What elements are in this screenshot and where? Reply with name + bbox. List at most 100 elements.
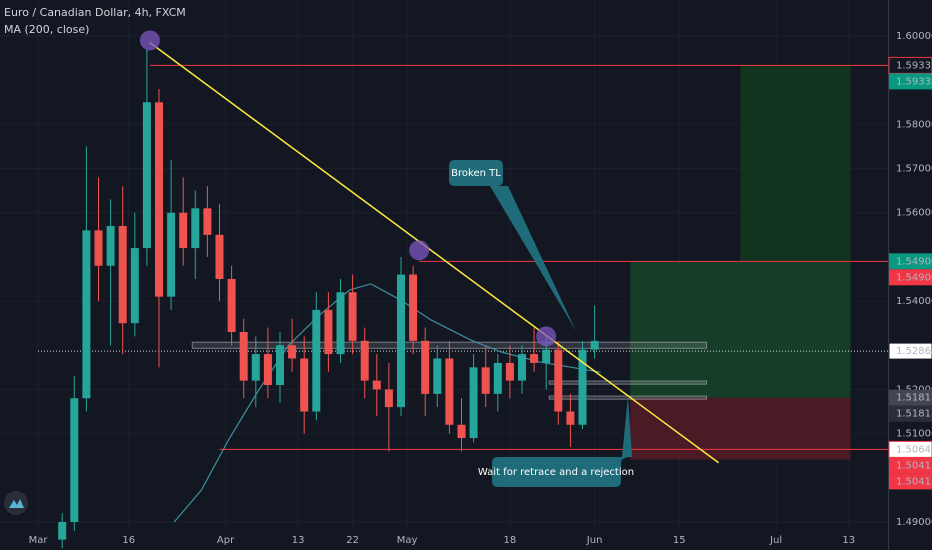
position-box — [630, 397, 851, 460]
callout-shape — [449, 160, 576, 331]
candle-body — [227, 278, 236, 333]
candle-body — [215, 234, 224, 279]
candle-body — [276, 345, 284, 386]
highlight — [409, 240, 430, 261]
candle-body — [518, 354, 526, 381]
chart-title: Euro / Canadian Dollar, 4h, FXCM — [4, 6, 186, 19]
y-tick-label: 1.51000 — [896, 429, 932, 440]
candle-body — [70, 398, 79, 522]
candle-body — [457, 424, 466, 439]
highlight — [536, 326, 557, 347]
candle-body — [372, 380, 381, 390]
x-tick-label: 22 — [346, 535, 359, 546]
x-tick-label: Mar — [29, 535, 49, 546]
logo-circle — [4, 491, 28, 515]
price-tag — [889, 73, 932, 90]
x-tick-label: 15 — [673, 535, 686, 546]
trendline — [149, 42, 720, 464]
price-tag-label: 1.52868 — [896, 346, 932, 357]
candle-body — [94, 230, 103, 266]
position-box — [630, 261, 851, 398]
candle-body — [191, 208, 200, 249]
x-tick-label: Jun — [586, 535, 603, 546]
candle-body — [312, 309, 321, 412]
candle-body — [106, 225, 115, 266]
highlight — [139, 30, 160, 51]
x-tick-label: 16 — [122, 535, 135, 546]
candle-body — [251, 354, 260, 381]
candle-body — [445, 358, 454, 425]
zone — [548, 380, 708, 385]
callout: Broken TL — [449, 160, 576, 331]
y-tick-label: 1.57000 — [896, 164, 932, 175]
price-tag — [889, 405, 932, 422]
candle-body — [360, 340, 369, 381]
price-tag-label: 1.51813 — [896, 409, 932, 420]
candle-body — [397, 274, 405, 408]
plot-area — [38, 30, 888, 549]
price-tag — [889, 389, 932, 406]
candle-body — [554, 349, 563, 412]
candle-body — [142, 102, 151, 249]
callout: Wait for retrace and a rejection — [478, 396, 634, 487]
price-tag — [889, 269, 932, 286]
candle-body — [530, 354, 539, 363]
candle-body — [179, 212, 188, 249]
price-tag-label: 1.50413 — [896, 476, 932, 487]
candle-body — [58, 521, 67, 540]
price-tag-label: 1.50413 — [896, 460, 932, 471]
x-tick-label: Jul — [769, 535, 782, 546]
candle-body — [578, 349, 587, 425]
y-tick-label: 1.56000 — [896, 208, 932, 219]
y-tick-label: 1.49000 — [896, 517, 932, 528]
candle-body — [505, 362, 514, 381]
candle-body — [384, 389, 393, 408]
y-tick-label: 1.58000 — [896, 119, 932, 130]
candle-body — [421, 340, 430, 394]
price-tag-label: 1.59335 — [896, 76, 932, 87]
candle-body — [348, 292, 357, 341]
moving-average — [173, 283, 601, 523]
candle-body — [590, 340, 599, 350]
candle-body — [493, 362, 502, 394]
candle-body — [336, 292, 345, 355]
position-box — [740, 65, 851, 262]
x-tick-label: Apr — [217, 535, 235, 546]
callout-text: Broken TL — [451, 168, 501, 179]
callout-text: Wait for retrace and a rejection — [478, 467, 634, 478]
candle-body — [481, 367, 490, 394]
x-tick-label: 13 — [842, 535, 855, 546]
price-tag-label: 1.50643 — [896, 444, 932, 455]
candle-body — [288, 345, 297, 359]
candle-body — [542, 349, 551, 363]
price-tag — [889, 457, 932, 474]
x-tick-label: 18 — [504, 535, 517, 546]
y-tick-label: 1.60000 — [896, 31, 932, 42]
callout-shape — [492, 396, 632, 487]
candle-body — [433, 358, 442, 394]
candle-body — [300, 358, 309, 412]
logo-icon — [9, 499, 24, 508]
price-tag — [888, 342, 932, 360]
logo — [4, 491, 28, 515]
candle-body — [324, 309, 333, 355]
price-tag-label: 1.51813 — [896, 393, 932, 404]
candle-body — [82, 230, 91, 399]
candle-body — [167, 212, 176, 297]
candle-body — [155, 102, 163, 297]
candle-body — [566, 411, 575, 425]
candle-body — [203, 208, 212, 235]
candle-body — [130, 248, 139, 324]
price-tag — [889, 253, 932, 270]
candle-body — [469, 367, 478, 439]
candle-body — [263, 354, 272, 386]
price-tag-label: 1.54900 — [896, 272, 932, 283]
x-tick-label: May — [397, 535, 418, 546]
price-tag — [889, 473, 932, 490]
price-tag-label: 1.54900 — [896, 256, 932, 267]
chart-subtitle: MA (200, close) — [4, 23, 89, 36]
y-tick-label: 1.54000 — [896, 296, 932, 307]
price-axis: 1.600001.580001.570001.560001.540001.520… — [888, 31, 932, 528]
candle-body — [409, 274, 418, 341]
